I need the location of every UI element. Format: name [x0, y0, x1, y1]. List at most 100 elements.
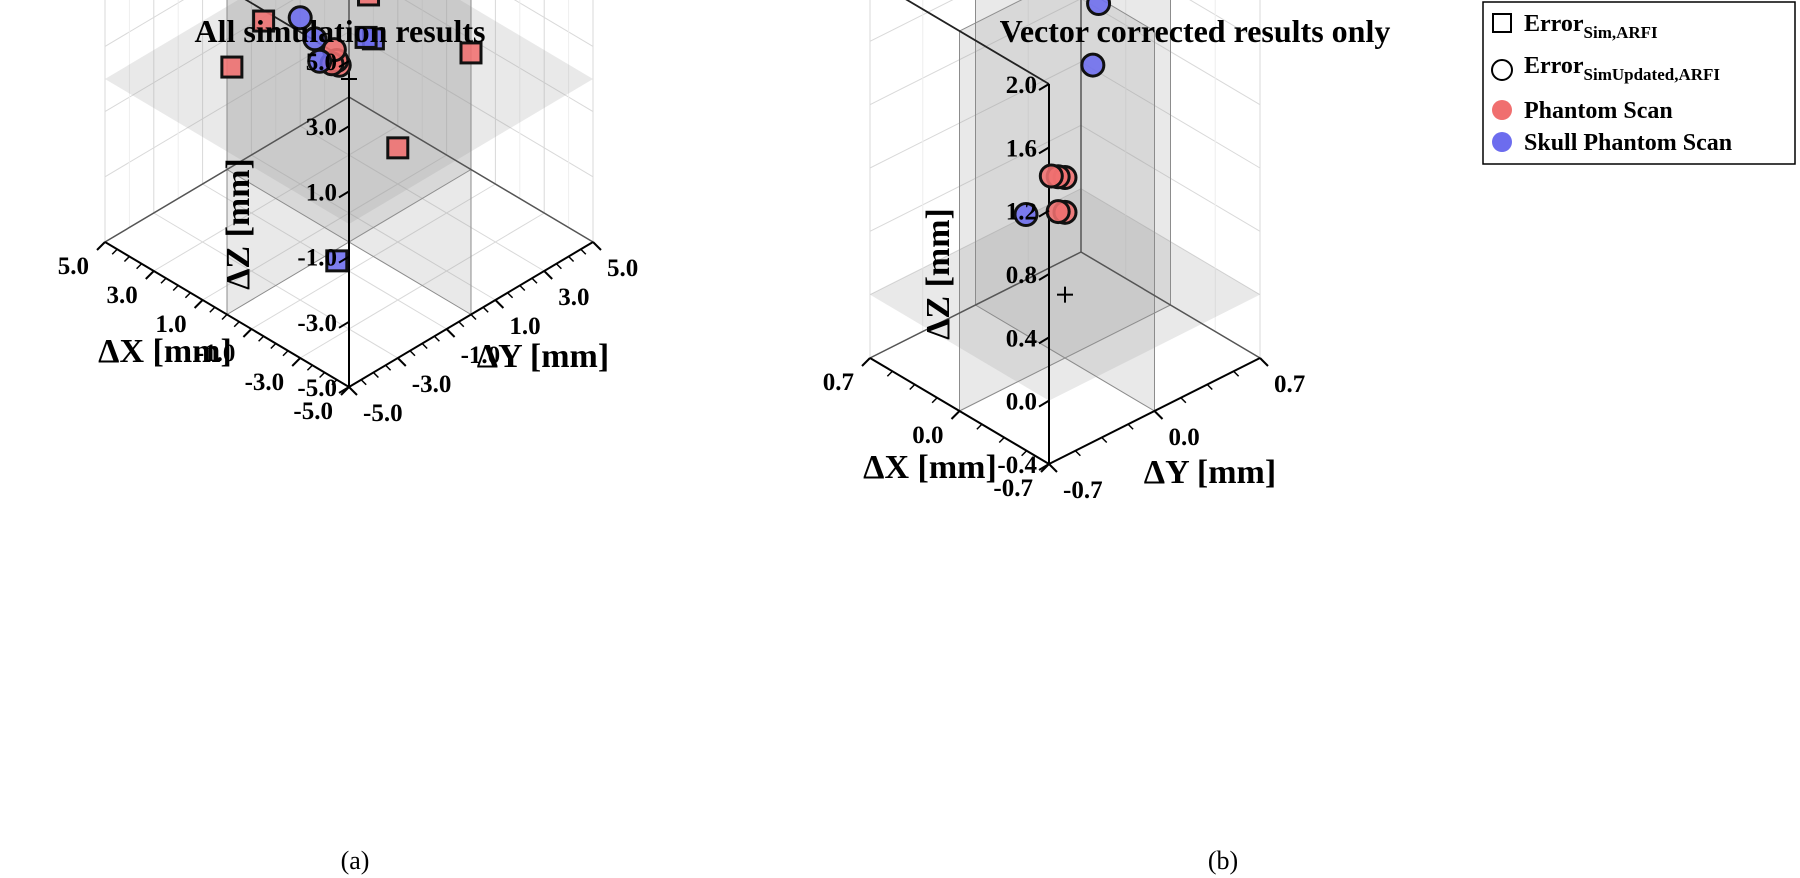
- z-tick-label: 0.4: [1006, 325, 1038, 352]
- y-minor-tick: [433, 335, 440, 342]
- z-tick: [1038, 146, 1050, 155]
- z-tick-label: -1.0: [297, 245, 337, 272]
- x-tick: [193, 299, 204, 309]
- y-tick: [397, 357, 407, 367]
- z-tick-label: -5.0: [297, 375, 337, 402]
- data-point-circle: [287, 5, 313, 31]
- y-tick: [445, 328, 456, 338]
- data-point-circle: [1038, 163, 1064, 189]
- x-tick: [96, 241, 106, 251]
- y-minor-tick: [482, 306, 489, 313]
- z-axis-label: ΔZ [mm]: [920, 208, 957, 340]
- y-minor-tick: [519, 284, 526, 292]
- plot-b-title: Vector corrected results only: [1000, 13, 1391, 49]
- z-tick-label: 2.0: [1006, 72, 1037, 99]
- y-minor-tick: [1074, 450, 1081, 457]
- z-tick: [338, 125, 350, 134]
- y-tick-label: 0.0: [1169, 424, 1200, 451]
- y-minor-tick: [1206, 383, 1213, 391]
- x-tick-label: 3.0: [107, 282, 138, 309]
- y-tick: [1048, 463, 1058, 473]
- data-point-square: [386, 136, 410, 160]
- frame-edge: [348, 96, 594, 243]
- z-tick-label: 1.0: [306, 179, 337, 206]
- y-minor-tick: [470, 313, 477, 321]
- data-point-square: [357, 0, 381, 7]
- x-tick: [340, 386, 350, 396]
- y-minor-tick: [421, 342, 428, 350]
- grid-line: [513, 0, 594, 47]
- legend-square-marker: [1492, 13, 1512, 33]
- y-minor-tick: [360, 379, 367, 386]
- x-minor-tick: [306, 364, 313, 371]
- y-minor-tick: [568, 255, 575, 263]
- z-axis-label: ΔZ [mm]: [220, 158, 257, 290]
- z-tick: [338, 255, 350, 264]
- x-minor-tick: [1021, 450, 1028, 457]
- x-minor-tick: [184, 292, 191, 299]
- y-minor-tick: [1233, 370, 1240, 377]
- plot-a: -5.0 -3.0 -1.0 1.0 3.0 5.0 -5.0 -3.0 -1.0 1.0 3.0 5…: [58, 0, 638, 427]
- frame-edge: [1080, 251, 1261, 359]
- y-minor-tick: [385, 364, 392, 371]
- z-tick-label: 5.0: [306, 49, 337, 76]
- z-tick-label: 3.0: [306, 114, 337, 141]
- z-tick: [1038, 83, 1050, 91]
- x-minor-tick: [931, 397, 938, 404]
- z-tick-label: 0.8: [1006, 262, 1037, 289]
- z-tick-label: -3.0: [297, 310, 337, 337]
- data-point-square: [325, 249, 349, 273]
- x-tick-label: -1.0: [196, 340, 236, 367]
- legend-item-0: ErrorSim,ARFI: [1524, 11, 1658, 42]
- x-tick-label: 0.0: [912, 422, 943, 449]
- legend-skull-dot: [1492, 132, 1512, 152]
- legend-item-1-sub: SimUpdated,ARFI: [1584, 65, 1721, 84]
- legend-item-3-label: Skull Phantom Scan: [1524, 130, 1732, 156]
- x-minor-tick: [160, 277, 167, 284]
- data-point-circle: [1045, 199, 1071, 225]
- x-tick-label: 1.0: [155, 311, 186, 338]
- z-tick-label: 1.2: [1006, 199, 1037, 226]
- y-axis-label: ΔY [mm]: [477, 338, 609, 375]
- z-tick: [1038, 209, 1050, 218]
- x-minor-tick: [123, 255, 130, 263]
- x-tick: [950, 410, 961, 420]
- z-tick: [1038, 336, 1050, 345]
- x-tick: [242, 328, 253, 338]
- legend-box: [1482, 1, 1796, 165]
- y-tick-label: 1.0: [509, 313, 540, 340]
- x-minor-tick: [319, 371, 326, 379]
- grid-line: [104, 0, 185, 47]
- grid-line: [1189, 0, 1261, 42]
- x-minor-tick: [998, 436, 1005, 444]
- legend-item-2-label: Phantom Scan: [1524, 98, 1673, 124]
- y-minor-tick: [409, 350, 416, 357]
- x-minor-tick: [258, 335, 265, 342]
- x-minor-tick: [209, 306, 216, 313]
- x-minor-tick: [270, 342, 277, 350]
- data-point-square: [354, 25, 378, 49]
- plot-b: -0.4 0.0 0.4 0.8 1.2 1.6 2.0 -0.7 0.0 0.7 -0.7 0.0 0…: [823, 0, 1305, 504]
- data-point-circle: [1086, 0, 1112, 16]
- y-tick-label: 0.7: [1274, 371, 1305, 398]
- x-tick-label: 5.0: [58, 253, 89, 280]
- x-tick: [861, 357, 871, 367]
- grid-line: [869, 0, 954, 42]
- y-minor-tick: [1101, 436, 1108, 444]
- frame-edge: [869, 251, 1082, 359]
- data-point-square: [220, 55, 244, 79]
- x-tick: [291, 357, 301, 367]
- legend-circle-marker: [1491, 59, 1513, 81]
- y-tick: [494, 299, 505, 309]
- data-point-square: [252, 9, 276, 33]
- data-point-square: [459, 41, 483, 65]
- data-point-circle: [307, 48, 333, 74]
- y-minor-tick: [458, 321, 465, 328]
- y-minor-tick: [531, 277, 538, 284]
- figure-label-a: (a): [341, 846, 370, 875]
- x-tick: [145, 270, 155, 280]
- x-minor-tick: [886, 370, 893, 377]
- legend-phantom-dot: [1492, 100, 1512, 120]
- x-minor-tick: [282, 350, 289, 357]
- y-tick: [1153, 410, 1164, 420]
